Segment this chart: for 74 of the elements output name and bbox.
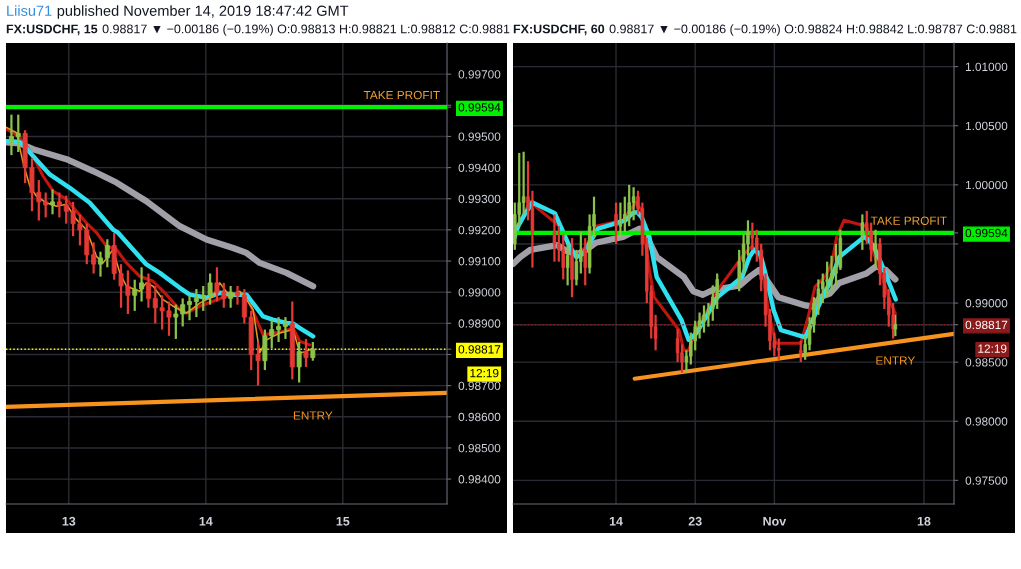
candlestick <box>570 236 574 299</box>
y-tick-label: 0.99200 <box>458 225 501 235</box>
candlestick <box>145 272 151 309</box>
candlestick <box>750 221 755 251</box>
y-tick-label: 0.99300 <box>458 194 501 204</box>
chart-subtitle: 0.98817 ▼ −0.00186 (−0.19%) O:0.98813 H:0.98821 L:0.98812 C:0.9881 <box>102 24 510 36</box>
candlestick <box>193 287 199 319</box>
x-tick-label: 13 <box>62 516 76 526</box>
candlestick <box>104 238 110 269</box>
candlestick <box>139 266 145 303</box>
candlestick <box>310 340 316 362</box>
x-tick-label: 15 <box>336 516 350 526</box>
candlestick <box>187 294 193 322</box>
candlestick <box>235 284 240 306</box>
candlestick <box>282 316 288 341</box>
candlestick <box>799 339 803 364</box>
candlestick <box>276 316 282 344</box>
y-tick-label: 0.99400 <box>458 163 501 172</box>
candlestick <box>303 337 309 369</box>
text: 12:19 <box>978 344 1007 353</box>
candlestick <box>565 242 570 287</box>
y-tick-label: 0.98500 <box>458 443 501 453</box>
y-tick-label: 0.98817 <box>458 345 501 354</box>
y-tick-label: 0.99000 <box>458 288 501 297</box>
candlestick <box>56 191 62 219</box>
candlestick <box>98 250 103 278</box>
chart-subtitle: 0.98817 ▼ −0.00186 (−0.19%) O:0.98824 H:0.98842 L:0.98787 C:0.9881 <box>609 24 1017 36</box>
candlestick <box>631 186 636 222</box>
y-tick-label: 0.98900 <box>458 319 501 328</box>
y-tick-label: 0.99500 <box>458 132 501 141</box>
y-tick-label: 0.98400 <box>458 475 501 484</box>
y-tick-label: 1.00500 <box>966 121 1008 131</box>
candlestick <box>50 188 55 216</box>
y-tick-label: 0.99700 <box>458 70 501 79</box>
candlestick <box>860 213 865 251</box>
candlestick <box>228 284 234 309</box>
chart-title: FX:USDCHF, 15 <box>6 24 98 36</box>
candlestick <box>873 228 878 269</box>
x-tick-label: 14 <box>199 516 213 526</box>
y-tick-label: 0.98600 <box>458 412 501 422</box>
candlestick <box>8 113 14 157</box>
text: Liisu71 <box>7 5 52 16</box>
ref-line-label: TAKE PROFIT <box>870 216 947 225</box>
y-tick-label: 1.00000 <box>966 180 1008 190</box>
y-tick-label: 0.99594 <box>965 228 1008 238</box>
y-tick-label: 0.99000 <box>965 299 1008 308</box>
x-tick-label: 14 <box>609 516 623 526</box>
candlestick <box>15 113 21 154</box>
series-label: ENTRY <box>876 356 915 365</box>
series-label: ENTRY <box>293 411 333 420</box>
candlestick <box>521 150 526 216</box>
candlestick <box>132 278 138 312</box>
y-tick-label: 0.98817 <box>965 320 1008 330</box>
ref-line-label: TAKE PROFIT <box>363 90 440 100</box>
y-tick-label: 0.98000 <box>965 417 1008 426</box>
y-tick-label: 1.01000 <box>966 62 1008 72</box>
y-tick-label: 0.98700 <box>458 381 501 391</box>
x-tick-label: 23 <box>688 516 702 526</box>
y-tick-label: 0.99100 <box>458 257 501 266</box>
x-tick-label: 18 <box>917 516 931 526</box>
candlestick <box>296 340 302 384</box>
candlestick <box>574 248 579 287</box>
text: 12:19 <box>470 369 499 378</box>
y-tick-label: 0.99594 <box>458 103 501 112</box>
candlestick <box>618 201 623 240</box>
candlestick <box>583 236 587 287</box>
y-tick-label: 0.97500 <box>965 476 1008 485</box>
text: published November 14, 2019 18:47:42 GMT <box>57 5 349 19</box>
y-tick-label: 0.98500 <box>965 358 1008 367</box>
candlestick <box>91 241 97 275</box>
candlestick <box>552 213 557 263</box>
candlestick <box>614 201 618 246</box>
x-tick-label: Nov <box>763 516 787 526</box>
chart-title: FX:USDCHF, 60 <box>513 24 605 36</box>
